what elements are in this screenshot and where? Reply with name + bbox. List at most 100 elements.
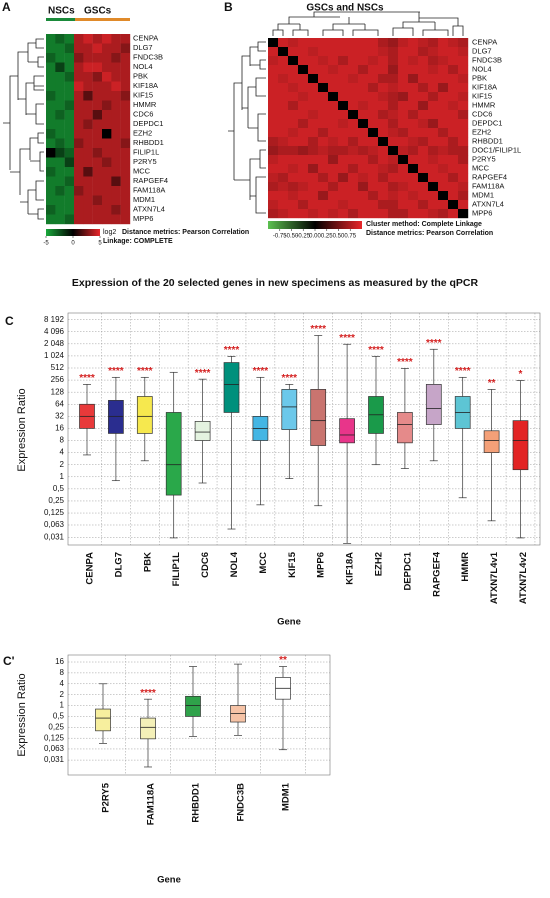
heatmap-cell <box>64 205 75 215</box>
y-tick-label: 0,063 <box>44 520 65 529</box>
heatmap-cell <box>338 137 349 147</box>
heatmap-cell <box>55 100 65 111</box>
heatmap-cell <box>408 155 419 165</box>
heatmap-cell <box>46 138 56 149</box>
heatmap-cell <box>398 209 409 219</box>
heatmap-cell <box>278 38 289 48</box>
heatmap-cell <box>338 155 349 165</box>
heatmap-cell <box>83 100 93 111</box>
heatmap-cell <box>338 110 349 120</box>
heatmap-cell <box>64 53 75 63</box>
x-tick-label: FILIP1L <box>171 552 182 587</box>
heatmap-cell <box>92 34 103 44</box>
heatmap-cell <box>368 191 379 201</box>
heatmap-cell <box>120 167 131 177</box>
heatmap-cell <box>318 182 329 192</box>
heatmap-cell <box>378 65 389 75</box>
heatmap-cell <box>46 129 56 139</box>
heatmap-cell <box>318 65 329 75</box>
significance-label: **** <box>253 366 269 377</box>
significance-label: **** <box>140 688 156 699</box>
heatmap-cell <box>378 83 389 93</box>
row-label: P2RY5 <box>133 157 157 166</box>
heatmap-cell <box>298 200 309 210</box>
heatmap-cell <box>74 62 84 73</box>
heatmap-cell <box>358 83 369 93</box>
box <box>281 389 298 430</box>
y-tick-label: 0,031 <box>44 532 65 541</box>
heatmap-cell <box>458 191 469 201</box>
colorbar-tick-label: -5 <box>43 241 49 247</box>
colorbar-tick-label: -0.50 <box>285 234 299 240</box>
row-label: DEPDC1 <box>472 118 502 127</box>
heatmap-cell <box>388 164 399 174</box>
box <box>185 695 201 717</box>
x-tick-label: ATXN7L4v2 <box>518 552 529 604</box>
heatmap-cell <box>74 214 84 225</box>
heatmap-cell <box>268 200 279 210</box>
heatmap-cell <box>83 214 93 225</box>
row-dendrogram-b <box>228 41 266 214</box>
heatmap-cell <box>298 146 309 156</box>
heatmap-cell <box>74 53 84 63</box>
box <box>140 717 156 740</box>
row-label: RHBDD1 <box>133 138 164 147</box>
significance-label: **** <box>397 357 413 368</box>
row-label: EZH2 <box>133 129 152 138</box>
row-label: MPP6 <box>133 214 153 223</box>
heatmap-cell <box>448 191 459 201</box>
heatmap-cell <box>448 65 459 75</box>
row-label: ATXN7L4 <box>472 199 504 208</box>
heatmap-cell <box>318 83 329 93</box>
heatmap-cell <box>388 182 399 192</box>
heatmap-cell <box>398 137 409 147</box>
heatmap-cell <box>83 195 93 206</box>
heatmap-cell <box>268 191 279 201</box>
heatmap-cell <box>298 128 309 138</box>
heatmap-cell <box>428 209 439 219</box>
heatmap-cell <box>458 119 469 129</box>
x-tick-label: HMMR <box>460 552 471 582</box>
heatmap-cell <box>55 205 65 215</box>
heatmap-cell <box>92 72 103 82</box>
y-tick-label: 2 <box>60 690 65 699</box>
heatmap-cell <box>298 191 309 201</box>
heatmap-cell <box>388 74 399 84</box>
heatmap-cell <box>408 164 419 174</box>
heatmap-cell <box>111 195 121 206</box>
heatmap-cell <box>102 186 112 196</box>
heatmap-cell <box>298 182 309 192</box>
heatmap-cell <box>83 81 93 92</box>
heatmap-cell <box>448 38 459 48</box>
heatmap-cell <box>74 167 84 177</box>
heatmap-cell <box>278 173 289 183</box>
y-tick-label: 1 <box>60 472 65 481</box>
heatmap-cell <box>418 209 429 219</box>
y-tick-label: 0,031 <box>44 755 65 764</box>
heatmap-cell <box>388 65 399 75</box>
heatmap-cell <box>428 119 439 129</box>
heatmap-cell <box>74 100 84 111</box>
heatmap-cell <box>388 209 399 219</box>
heatmap-cell <box>448 83 459 93</box>
heatmap-cell <box>418 164 429 174</box>
significance-label: **** <box>282 373 298 384</box>
heatmap-cell <box>120 62 131 73</box>
heatmap-cell <box>398 164 409 174</box>
heatmap-cell <box>46 148 56 158</box>
heatmap-cell <box>348 74 359 84</box>
heatmap-cell <box>46 100 56 111</box>
significance-label: **** <box>455 366 471 377</box>
y-tick-label: 32 <box>55 411 64 420</box>
heatmap-cell <box>378 56 389 66</box>
row-label: FNDC3B <box>472 55 502 64</box>
heatmap-cell <box>338 101 349 111</box>
row-dendrogram-a <box>3 38 44 220</box>
note: Cluster method: Complete Linkage <box>366 221 482 228</box>
heatmap-cell <box>348 209 359 219</box>
y-tick-label: 4 <box>60 679 65 688</box>
heatmap-cell <box>46 205 56 215</box>
heatmap-cell <box>74 186 84 196</box>
y-axis-label: Expression Ratio <box>16 673 28 756</box>
heatmap-cell <box>102 176 112 187</box>
